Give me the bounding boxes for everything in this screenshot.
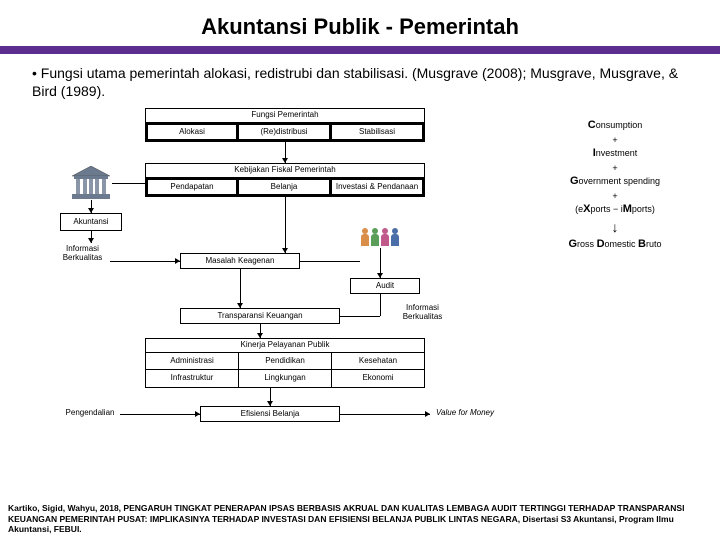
arrow-head bbox=[237, 303, 243, 308]
box-pendidikan: Pendidikan bbox=[239, 352, 332, 370]
box-efisiensi: Efisiensi Belanja bbox=[200, 406, 340, 422]
box-alokasi: Alokasi bbox=[145, 122, 239, 142]
box-administrasi: Administrasi bbox=[145, 352, 239, 370]
arrow-head bbox=[257, 333, 263, 338]
gdp-formula: Consumption + Investment + Government sp… bbox=[540, 118, 690, 252]
box-stabilisasi: Stabilisasi bbox=[332, 122, 425, 142]
arrow bbox=[340, 414, 430, 415]
citation-text: Kartiko, Sigid, Wahyu, 2018, PENGARUH TI… bbox=[8, 503, 712, 534]
label-informasi2: Informasi Berkualitas bbox=[395, 303, 450, 321]
arrow bbox=[380, 294, 381, 316]
arrow-head bbox=[88, 238, 94, 243]
page-title: Akuntansi Publik - Pemerintah bbox=[0, 0, 720, 46]
arrow-head bbox=[267, 401, 273, 406]
diagram-area: Fungsi Pemerintah Alokasi (Re)distribusi… bbox=[0, 108, 720, 448]
arrow bbox=[120, 414, 200, 415]
box-akuntansi: Akuntansi bbox=[60, 213, 122, 231]
box-kesehatan: Kesehatan bbox=[332, 352, 425, 370]
box-lingkungan: Lingkungan bbox=[239, 370, 332, 388]
box-ekonomi: Ekonomi bbox=[332, 370, 425, 388]
box-fungsi-pemerintah: Fungsi Pemerintah bbox=[145, 108, 425, 122]
label-vfm: Value for Money bbox=[430, 408, 500, 417]
arrow-head bbox=[195, 411, 200, 417]
arrow-head bbox=[425, 411, 430, 417]
arrow bbox=[285, 197, 286, 253]
box-audit: Audit bbox=[350, 278, 420, 294]
box-masalah: Masalah Keagenan bbox=[180, 253, 300, 269]
people-icon bbox=[360, 228, 399, 248]
arrow-head bbox=[175, 258, 180, 264]
arrow bbox=[112, 183, 145, 184]
box-pendapatan: Pendapatan bbox=[145, 177, 239, 197]
box-transparansi: Transparansi Keuangan bbox=[180, 308, 340, 324]
box-kebijakan: Kebijakan Fiskal Pemerintah bbox=[145, 163, 425, 177]
bullet-text: Fungsi utama pemerintah alokasi, redistr… bbox=[0, 64, 720, 108]
arrow bbox=[110, 261, 180, 262]
label-pengendalian: Pengendalian bbox=[60, 408, 120, 417]
title-bar bbox=[0, 46, 720, 54]
arrow-head bbox=[282, 158, 288, 163]
arrow bbox=[340, 316, 380, 317]
arrow-head bbox=[282, 248, 288, 253]
arrow-head bbox=[88, 208, 94, 213]
box-belanja: Belanja bbox=[239, 177, 332, 197]
box-infrastruktur: Infrastruktur bbox=[145, 370, 239, 388]
box-investasi: Investasi & Pendanaan bbox=[332, 177, 425, 197]
label-informasi1: Informasi Berkualitas bbox=[55, 244, 110, 262]
box-redistribusi: (Re)distribusi bbox=[239, 122, 332, 142]
arrow bbox=[300, 261, 360, 262]
box-kinerja: Kinerja Pelayanan Publik bbox=[145, 338, 425, 352]
arrow-head bbox=[377, 273, 383, 278]
